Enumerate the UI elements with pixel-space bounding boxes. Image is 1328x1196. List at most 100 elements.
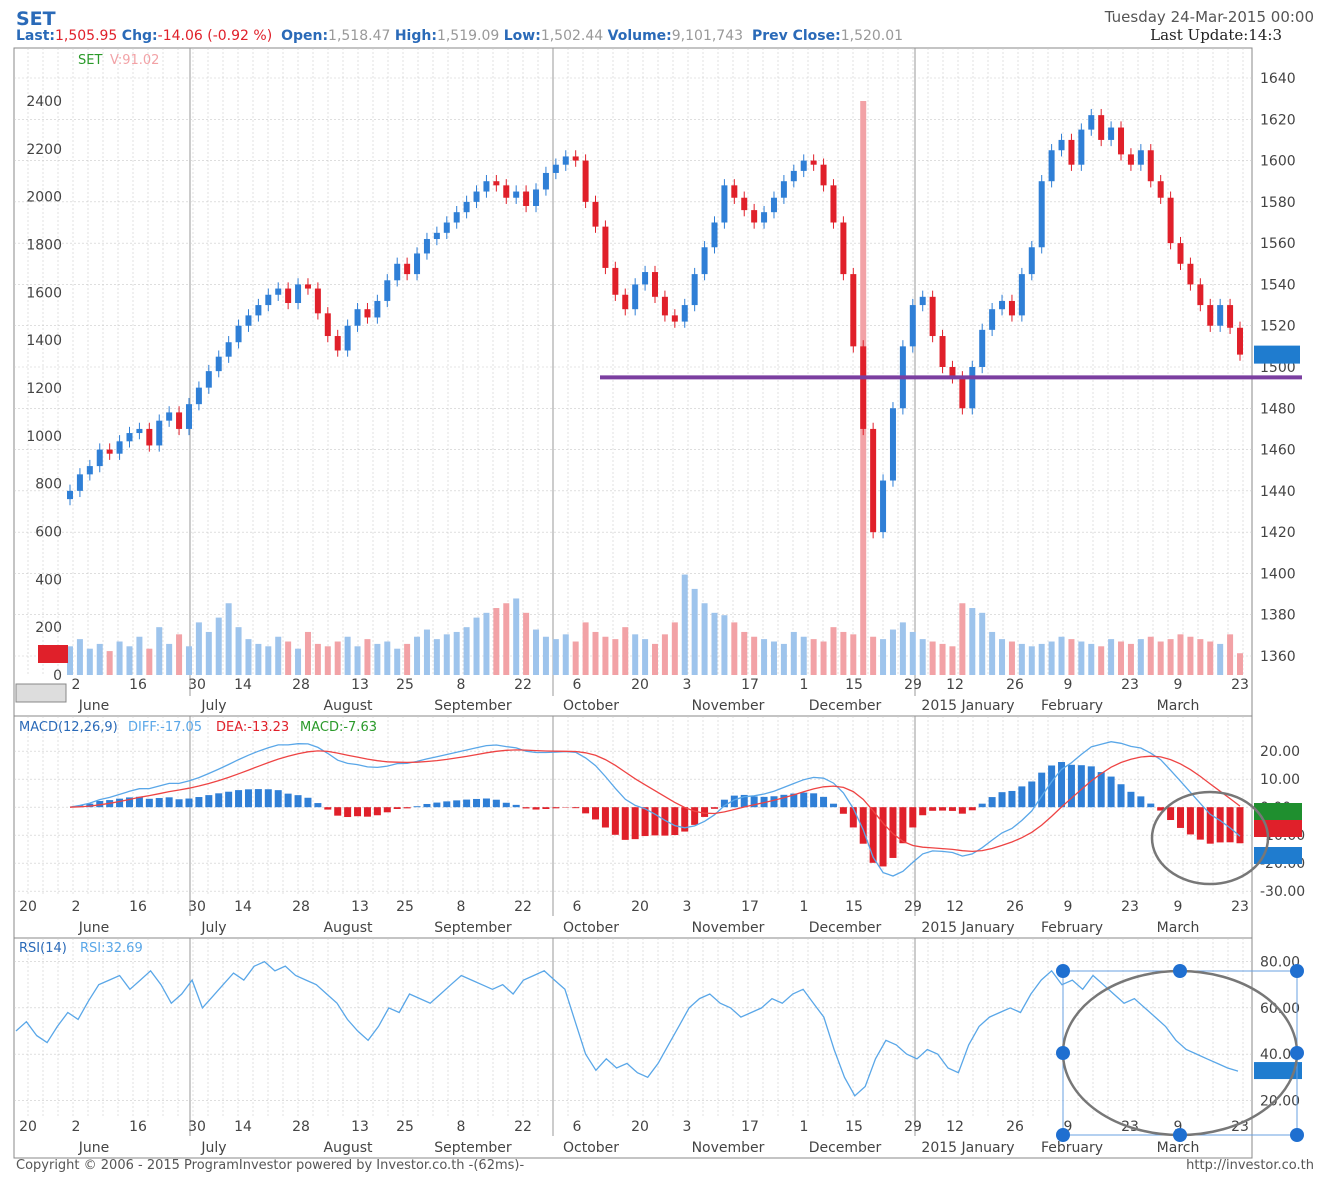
volume-bar — [96, 643, 103, 675]
macd-bar — [919, 807, 927, 816]
candle — [324, 313, 331, 337]
price-tick: 1540 — [1260, 277, 1296, 293]
macd-bar — [1236, 807, 1244, 844]
macd-bar — [998, 792, 1006, 808]
macd-month-label: September — [434, 920, 512, 936]
candle — [919, 296, 926, 306]
volume-bar — [533, 629, 540, 675]
volume-bar — [513, 598, 520, 675]
source-url[interactable]: http://investor.co.th — [1186, 1158, 1314, 1173]
candle — [394, 263, 401, 281]
price-month-label: July — [200, 698, 226, 714]
volume-bar — [800, 636, 807, 675]
macd-bar — [1097, 772, 1105, 808]
volume-bar — [176, 634, 183, 675]
volume-bar — [810, 639, 817, 675]
candle — [1078, 129, 1085, 165]
candle — [404, 263, 411, 275]
volume-bar — [404, 643, 411, 675]
low-value: 1,502.44 — [540, 28, 604, 44]
candle — [731, 185, 738, 198]
candle — [721, 185, 728, 223]
volume-bar — [255, 643, 262, 675]
candle — [671, 315, 678, 322]
rsi-day-tick: 25 — [396, 1119, 414, 1135]
candle — [889, 408, 896, 481]
volume-bar — [374, 643, 381, 675]
prev-close-value: 1,520.01 — [840, 28, 904, 44]
candle — [1018, 274, 1025, 316]
macd-bar — [1087, 766, 1095, 808]
macd-day-tick: 16 — [129, 899, 147, 915]
macd-bar — [701, 807, 709, 817]
price-legend: SET — [78, 53, 102, 68]
volume-tick: 0 — [53, 668, 62, 684]
volume-bar — [86, 648, 93, 675]
chart-header: SET Tuesday 24-Mar-2015 00:00 Last Updat… — [14, 6, 1314, 48]
macd-bar — [423, 803, 431, 808]
rsi-month-label: July — [200, 1140, 226, 1156]
rsi-day-tick: 16 — [129, 1119, 147, 1135]
candle — [205, 371, 212, 388]
macd-bar — [1157, 807, 1165, 811]
rsi-day-tick: 22 — [514, 1119, 532, 1135]
price-tick: 1480 — [1260, 401, 1296, 417]
macd-tag-bg — [1254, 803, 1302, 820]
macd-bar — [324, 807, 332, 810]
macd-bar — [354, 807, 362, 817]
candle — [860, 346, 867, 429]
candle — [245, 315, 252, 326]
candle — [443, 222, 450, 233]
volume-tick: 2000 — [26, 190, 62, 206]
macd-legend: MACD(12,26,9) — [19, 720, 118, 735]
macd-bar — [86, 803, 94, 808]
price-day-tick: 16 — [129, 677, 147, 693]
candle — [364, 309, 371, 318]
volume-bar — [652, 643, 658, 675]
macd-month-label: 2015 January — [921, 920, 1014, 936]
candle — [285, 288, 292, 304]
macd-bar — [244, 789, 252, 808]
volume-bar — [919, 639, 926, 675]
selection-handle — [1290, 964, 1304, 978]
volume-bar — [770, 641, 777, 675]
rsi-tick: 40.00 — [1260, 1047, 1300, 1063]
macd-bar — [730, 795, 738, 808]
macd-bar — [403, 807, 411, 809]
macd-bar — [264, 789, 272, 808]
volume-bar — [394, 648, 401, 675]
macd-bar — [304, 797, 312, 808]
macd-bar — [145, 798, 153, 808]
volume-bar — [314, 643, 321, 675]
volume-bar — [1038, 643, 1045, 675]
candle — [76, 474, 83, 491]
volume-bar — [344, 636, 351, 675]
last-update: Last Update:14:3 — [1150, 26, 1282, 44]
low-label: Low: — [503, 28, 541, 44]
volume-bar — [473, 617, 480, 675]
price-day-tick: 23 — [1121, 677, 1139, 693]
candle — [533, 189, 540, 206]
rsi-day-tick: 13 — [351, 1119, 369, 1135]
rsi-month-label: March — [1157, 1140, 1200, 1156]
candle — [1187, 263, 1194, 285]
volume-tick: 1200 — [26, 381, 62, 397]
macd-bar — [413, 806, 421, 808]
volume-bar — [1078, 641, 1085, 675]
candle — [96, 449, 103, 467]
candle — [67, 490, 73, 500]
volume-bar — [880, 639, 887, 675]
macd-tag-bg — [1254, 820, 1302, 837]
candle — [770, 197, 777, 213]
volume-bar — [245, 639, 252, 675]
macd-bar — [929, 807, 937, 811]
macd-bar — [195, 797, 203, 808]
volume-bar — [225, 603, 232, 675]
rsi-legend: RSI(14) — [19, 941, 67, 956]
candle — [166, 412, 173, 421]
macd-bar — [492, 799, 500, 808]
price-day-tick: 23 — [1231, 677, 1249, 693]
macd-bar — [542, 807, 550, 809]
candle — [1038, 181, 1045, 248]
macd-bar — [681, 807, 689, 832]
